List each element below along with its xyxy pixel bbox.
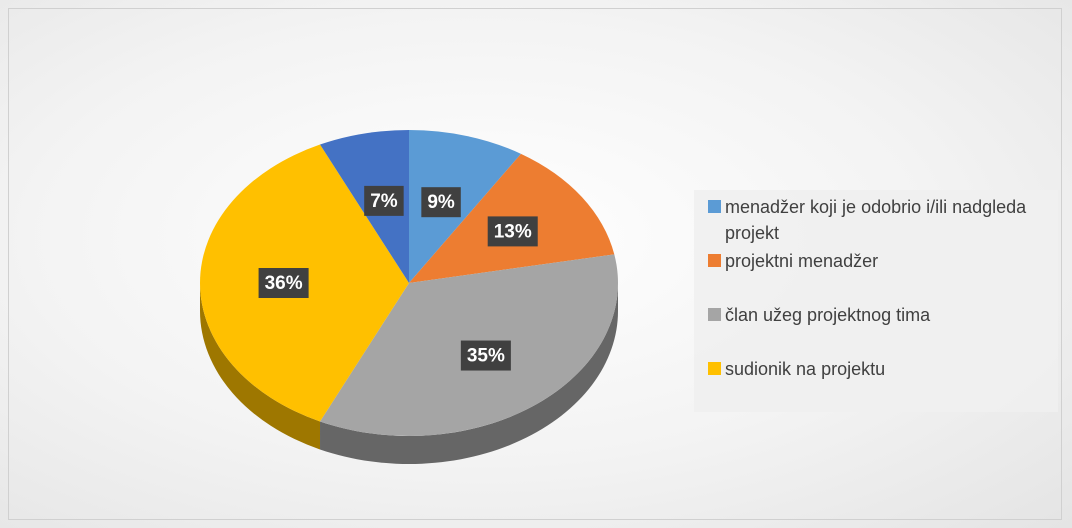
- data-label-box: [487, 216, 538, 247]
- legend-item: menadžer koji je odobrio i/ili nadgleda …: [708, 194, 1048, 246]
- chart-frame: [8, 8, 1062, 520]
- pie-side: [200, 283, 321, 450]
- legend-label: sudionik na projektu: [725, 359, 886, 379]
- data-label: 35%: [467, 346, 505, 367]
- legend-label: projektni menadžer: [725, 251, 879, 271]
- pie-slice: [409, 130, 521, 283]
- data-label-box: [421, 187, 461, 218]
- legend-swatch: [708, 254, 721, 267]
- legend-label: menadžer koji je odobrio i/ili nadgleda …: [725, 197, 1027, 243]
- data-label-box: [364, 185, 404, 216]
- data-label-box: [258, 268, 309, 298]
- legend: menadžer koji je odobrio i/ili nadgleda …: [694, 190, 1058, 412]
- legend-item: član užeg projektnog tima: [708, 302, 1048, 328]
- legend-item: projektni menadžer: [708, 248, 1048, 274]
- pie-side: [320, 283, 618, 464]
- legend-swatch: [708, 200, 721, 213]
- data-label: 9%: [427, 192, 455, 213]
- legend-swatch: [708, 308, 721, 321]
- data-label-box: [460, 340, 511, 371]
- legend-swatch: [708, 362, 721, 375]
- data-label: 13%: [494, 221, 532, 242]
- legend-item: sudionik na projektu: [708, 356, 1048, 382]
- legend-label: član užeg projektnog tima: [725, 305, 931, 325]
- data-label: 36%: [265, 273, 303, 294]
- data-label: 7%: [370, 191, 398, 212]
